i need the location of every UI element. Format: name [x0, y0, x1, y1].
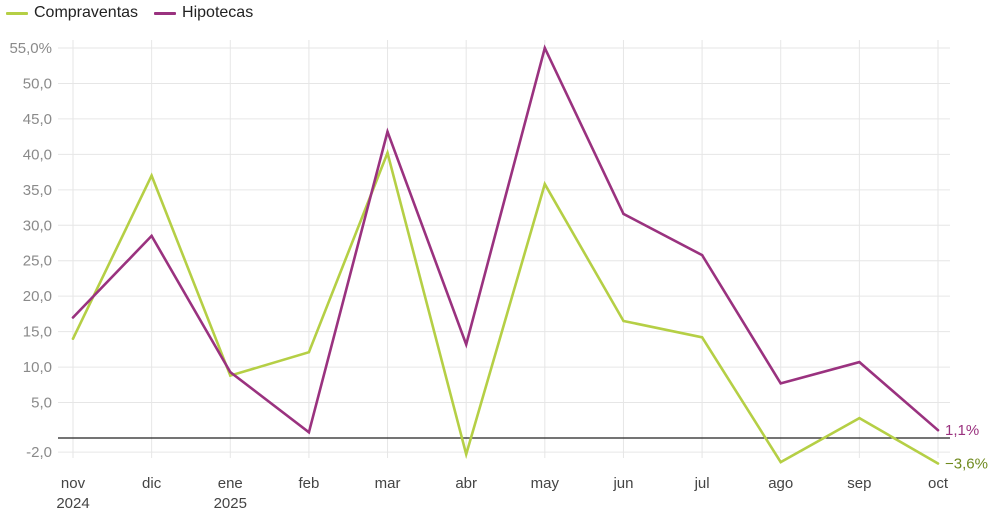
data-point-hipotecas: [71, 316, 75, 319]
data-point-hipotecas: [622, 212, 625, 216]
y-tick-label: 40,0: [23, 146, 52, 163]
data-point-compraventas: [307, 351, 311, 354]
data-point-compraventas: [858, 416, 861, 420]
x-axis: nov 2024 dic ene 2025 feb mar abr may jun jul ago se…: [56, 475, 949, 512]
data-point-compraventas: [150, 174, 153, 177]
data-point-hipotecas: [464, 343, 468, 346]
y-tick-label: 5,0: [31, 395, 52, 412]
data-point-compraventas: [622, 319, 625, 323]
data-point-compraventas: [936, 462, 940, 465]
data-point-compraventas: [464, 453, 468, 456]
data-point-hipotecas: [700, 253, 704, 257]
end-labels: −3,6% 1,1%: [945, 422, 988, 472]
legend-swatch-compraventas: [6, 11, 28, 15]
x-tick-label: ene: [218, 475, 243, 492]
data-point-hipotecas: [779, 382, 782, 385]
y-axis: 55,0% 50,0 45,0 40,0 35,0 30,0 25,0 20,0 15,0 10,…: [9, 40, 52, 461]
data-point-compraventas: [700, 336, 704, 339]
y-tick-label: 20,0: [23, 288, 52, 305]
data-point-hipotecas: [150, 234, 153, 238]
data-point-hipotecas: [543, 46, 547, 50]
series-line-compraventas: [71, 148, 940, 465]
data-point-compraventas: [229, 374, 232, 377]
data-point-hipotecas: [858, 360, 861, 364]
y-tick-label: 45,0: [23, 111, 52, 128]
data-point-compraventas: [543, 182, 547, 186]
grid: [58, 40, 950, 458]
data-point-hipotecas: [229, 370, 232, 374]
x-tick-label: dic: [142, 475, 162, 492]
legend: Compraventas Hipotecas: [6, 4, 253, 22]
series-group: [71, 44, 940, 465]
legend-item-hipotecas[interactable]: Hipotecas: [154, 4, 253, 22]
data-point-compraventas: [71, 337, 75, 340]
y-tick-label: 50,0: [23, 75, 52, 92]
x-tick-label: jun: [612, 475, 633, 492]
data-point-compraventas: [386, 151, 389, 155]
legend-item-compraventas[interactable]: Compraventas: [6, 4, 138, 22]
data-point-hipotecas: [386, 130, 389, 133]
y-tick-label: 10,0: [23, 359, 52, 376]
y-tick-label: 30,0: [23, 217, 52, 234]
x-tick-sublabel: 2024: [56, 495, 89, 512]
y-tick-label: 35,0: [23, 182, 52, 199]
data-point-hipotecas: [936, 429, 940, 432]
y-tick-label: 25,0: [23, 253, 52, 270]
y-tick-label: -2,0: [26, 444, 52, 461]
series-line-hipotecas: [71, 44, 940, 435]
legend-label-hipotecas: Hipotecas: [182, 4, 254, 21]
x-tick-label: abr: [455, 475, 477, 492]
data-point-hipotecas: [307, 431, 311, 434]
x-tick-label: may: [531, 475, 560, 492]
x-tick-sublabel: 2025: [214, 495, 247, 512]
legend-label-compraventas: Compraventas: [34, 4, 139, 21]
x-tick-label: ago: [768, 475, 793, 492]
end-label-hipotecas: 1,1%: [945, 422, 979, 439]
x-tick-label: feb: [298, 475, 319, 492]
end-label-compraventas: −3,6%: [945, 456, 988, 473]
x-tick-label: oct: [928, 475, 949, 492]
data-point-compraventas: [779, 460, 782, 464]
x-tick-label: mar: [375, 475, 401, 492]
x-tick-label: jul: [694, 475, 710, 492]
y-tick-label: 55,0%: [9, 40, 52, 57]
legend-swatch-hipotecas: [154, 11, 177, 15]
x-tick-label: sep: [847, 475, 871, 492]
y-tick-label: 15,0: [23, 324, 52, 341]
x-tick-label: nov: [61, 475, 86, 492]
